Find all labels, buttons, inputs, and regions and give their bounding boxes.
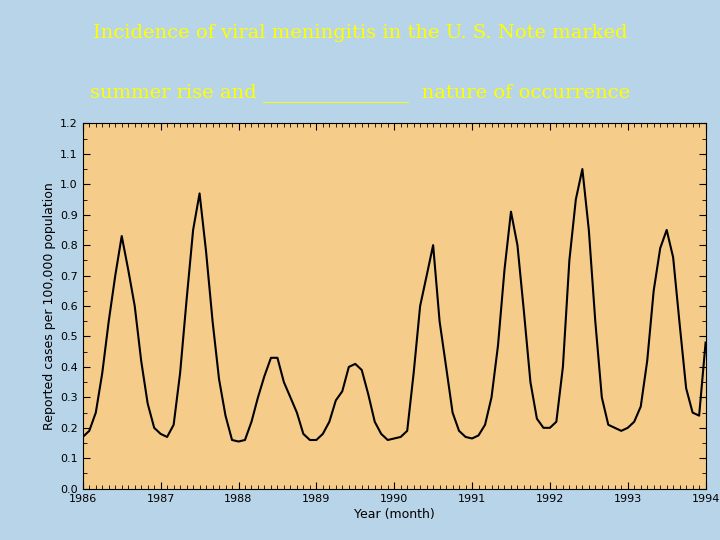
X-axis label: Year (month): Year (month) xyxy=(354,508,435,521)
Text: summer rise and _______________  nature of occurrence: summer rise and _______________ nature o… xyxy=(90,83,630,102)
Text: Incidence of viral meningitis in the U. S. Note marked: Incidence of viral meningitis in the U. … xyxy=(93,24,627,42)
Y-axis label: Reported cases per 100,000 population: Reported cases per 100,000 population xyxy=(43,182,56,430)
